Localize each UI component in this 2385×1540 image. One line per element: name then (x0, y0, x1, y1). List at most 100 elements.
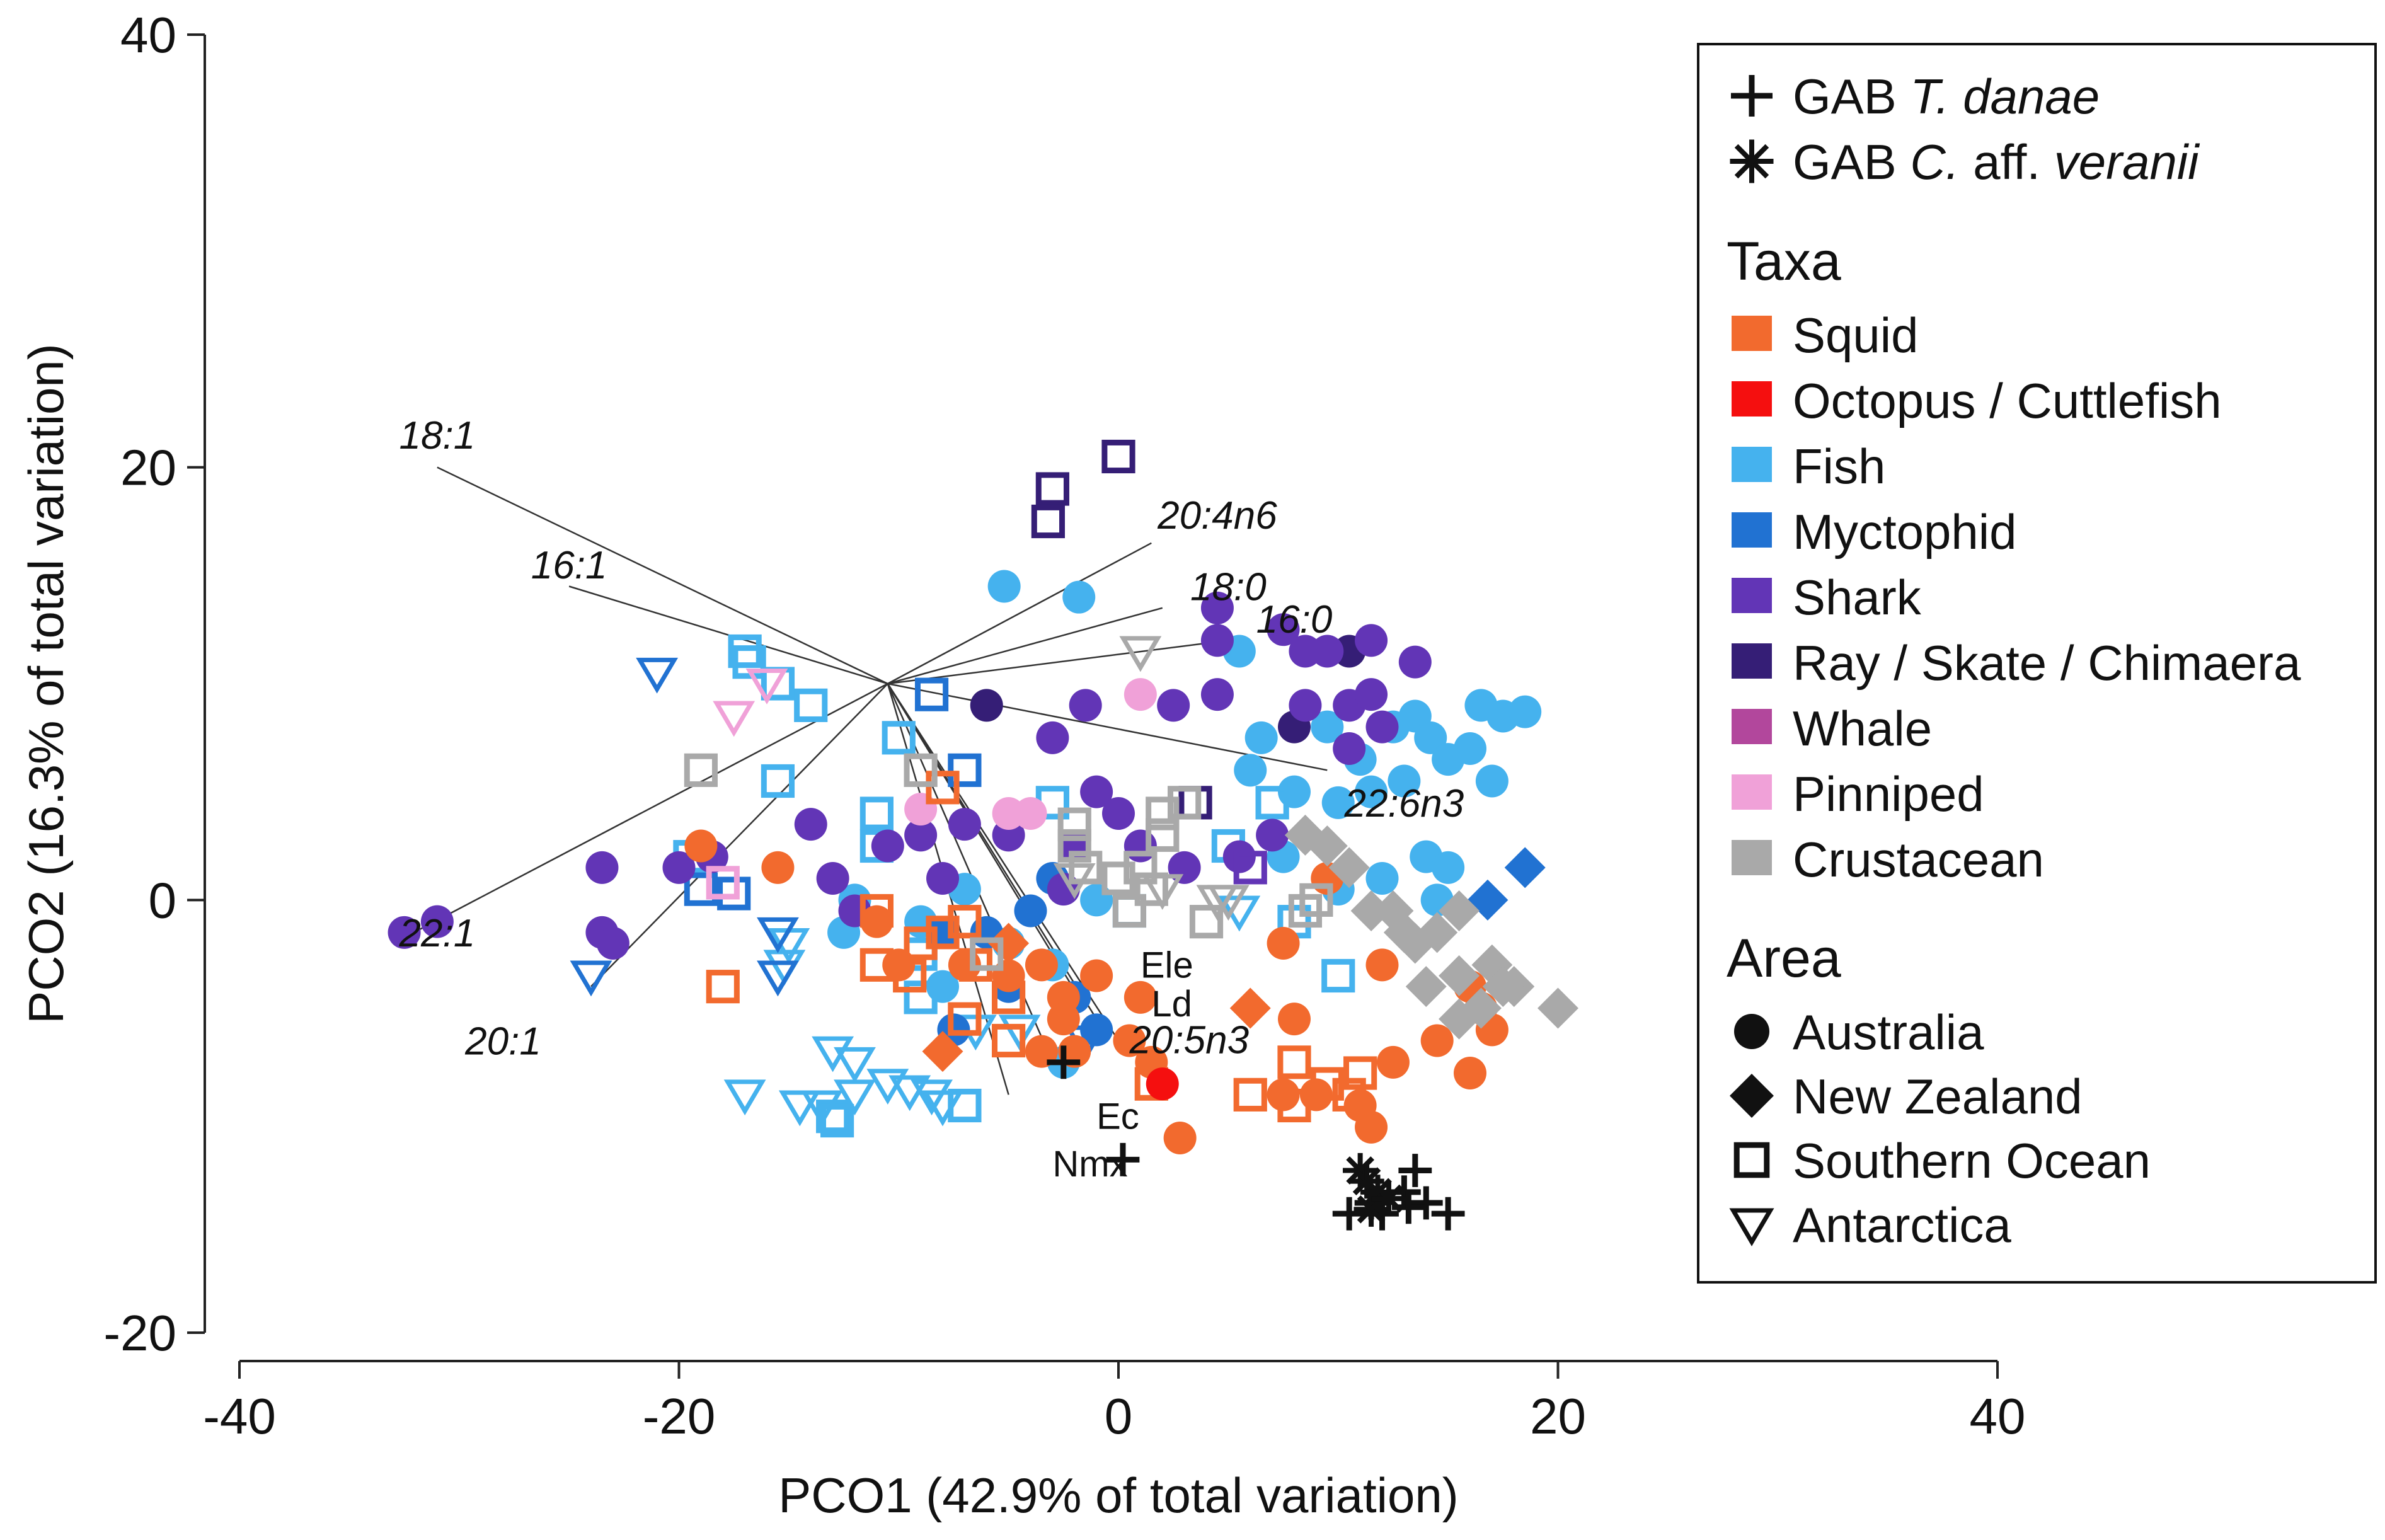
legend-taxon-swatch (1732, 578, 1772, 613)
data-point (1439, 955, 1480, 996)
data-point (388, 916, 421, 949)
data-point (948, 905, 982, 939)
species-label: Ld (1151, 984, 1192, 1025)
data-point (1267, 927, 1300, 960)
data-point (1311, 710, 1344, 744)
data-point (1146, 1067, 1179, 1101)
legend-taxon-swatch (1732, 447, 1772, 482)
species-label: 20:5n3 (1129, 1019, 1249, 1062)
data-point (1278, 775, 1311, 808)
data-point (1233, 851, 1267, 885)
data-point (1509, 695, 1542, 728)
data-point (1189, 905, 1224, 939)
data-point (1101, 439, 1135, 474)
legend: GAB T. danae GAB C. aff. veranii Taxa Squid… (1697, 43, 2377, 1284)
data-point (706, 970, 740, 1004)
gab-point-arm (1346, 1156, 1374, 1185)
vector-label-layer: 18:1 16:1 20:4n6 18:016:0 22:6n3 22:1 20:1 EleL… (399, 414, 1464, 1185)
vector-line (393, 682, 888, 945)
data-point (420, 905, 454, 938)
data-point (1102, 797, 1135, 830)
data-point (1299, 883, 1333, 917)
data-point (1321, 958, 1355, 993)
y-axis-title: PCO2 (16.3% of total variation) (18, 343, 74, 1024)
legend-area-marker (1734, 1014, 1769, 1049)
data-point (1365, 948, 1399, 982)
legend-taxon-swatch (1732, 381, 1772, 417)
data-point (1112, 894, 1147, 928)
data-point (1537, 987, 1578, 1029)
data-point (684, 872, 718, 906)
legend-taxon-label: Pinniped (1793, 766, 1984, 822)
data-point (1343, 1056, 1377, 1090)
vector-label: 18:1 (399, 414, 476, 457)
data-point (948, 808, 981, 841)
data-point (859, 796, 894, 830)
data-point (860, 905, 894, 938)
data-point (1388, 764, 1421, 798)
data-point (1101, 861, 1135, 895)
data-point (926, 771, 960, 805)
data-point (1157, 689, 1190, 722)
legend-gab-marker-arm (1734, 144, 1769, 179)
data-point (1439, 890, 1480, 931)
data-point (1113, 1024, 1146, 1057)
legend-box (1697, 43, 2377, 1284)
data-point (1014, 894, 1047, 928)
data-point (816, 862, 849, 895)
data-point (1482, 966, 1524, 1008)
data-point (1288, 894, 1323, 928)
gab-point-arm (1357, 1195, 1386, 1224)
data-point (1047, 1003, 1080, 1036)
data-point (1350, 890, 1392, 931)
vector-label: 22:6n3 (1344, 782, 1464, 825)
data-point (1277, 1088, 1311, 1123)
data-point (1454, 732, 1486, 765)
data-point (1168, 786, 1202, 820)
gab-point (1371, 1181, 1406, 1216)
data-point (1163, 1122, 1197, 1154)
legend-area-label: Australia (1793, 1004, 1984, 1060)
legend-taxon-label: Crustacean (1793, 832, 2044, 887)
data-point (1124, 980, 1157, 1014)
data-point (882, 721, 916, 755)
species-label: Nmx (1052, 1144, 1127, 1185)
legend-taxon-label: Fish (1793, 439, 1885, 494)
data-point (1200, 678, 1234, 711)
vector-line (887, 542, 1152, 685)
data-point (1343, 1089, 1377, 1122)
data-point (1299, 1078, 1333, 1112)
legend-taxon-swatch (1732, 316, 1772, 351)
data-point (1454, 1057, 1486, 1089)
data-point (871, 829, 904, 863)
gab-point (1398, 1154, 1432, 1187)
vector-line (887, 607, 1163, 685)
legend-taxon-swatch (1732, 709, 1772, 744)
data-point (723, 1079, 766, 1116)
vector-label: 18:0 (1190, 566, 1267, 609)
data-point (800, 1090, 843, 1127)
data-point (1168, 851, 1201, 884)
data-point (636, 657, 679, 694)
species-label: Ec (1096, 1096, 1139, 1137)
data-point (992, 1023, 1026, 1058)
data-point (1321, 786, 1355, 819)
legend-area-marker (1733, 1142, 1770, 1178)
axes: -20 0 20 40 -40 -20 0 20 40 PCO1 (42.9% of total … (18, 7, 2025, 1523)
data-point (1255, 786, 1289, 820)
data-point (948, 1088, 982, 1123)
y-tick-label: -20 (103, 1305, 176, 1361)
data-point (1332, 1077, 1366, 1112)
data-point (987, 570, 1021, 603)
data-point (859, 948, 894, 982)
data-point (1080, 883, 1113, 917)
data-point (922, 1031, 963, 1072)
legend-taxon-swatch (1732, 774, 1772, 810)
data-point (1365, 862, 1399, 895)
data-point (948, 753, 982, 787)
data-point (732, 645, 766, 679)
data-point (970, 689, 1003, 722)
legend-area-label: New Zealand (1793, 1069, 2083, 1124)
data-point (713, 701, 756, 737)
legend-taxon-swatch (1732, 840, 1772, 875)
